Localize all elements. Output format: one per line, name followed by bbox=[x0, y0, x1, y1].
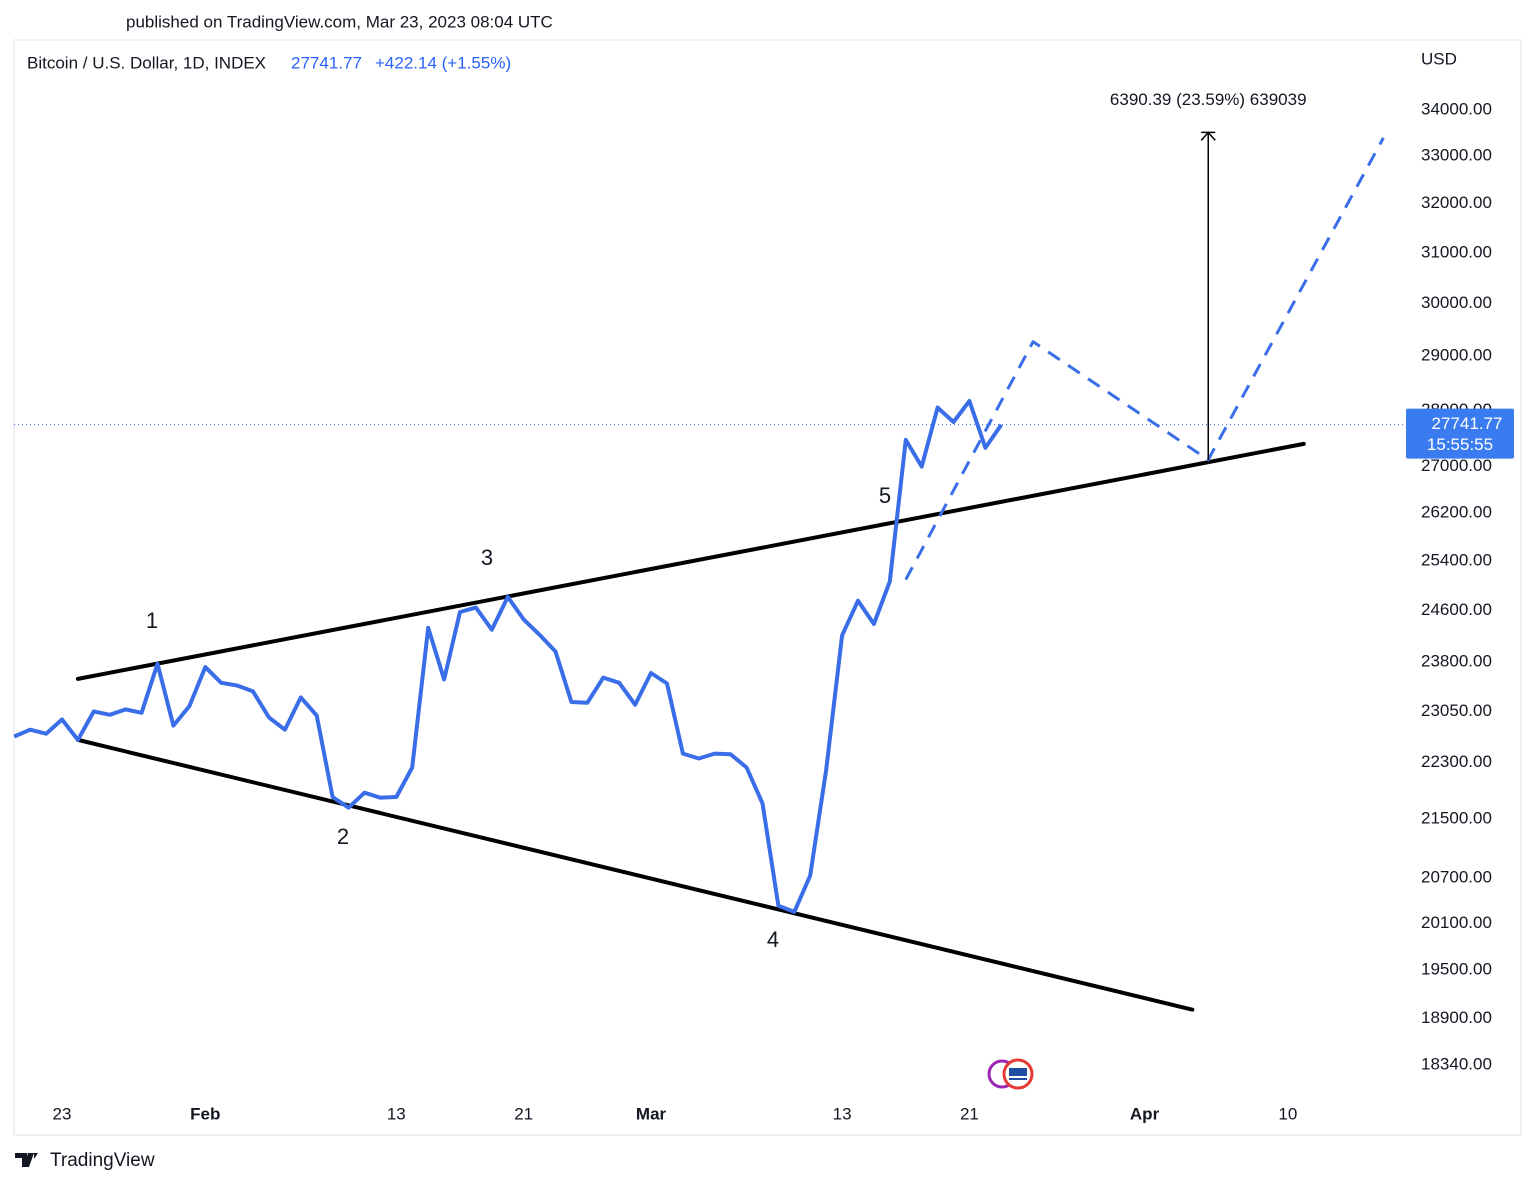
x-tick-label: Mar bbox=[636, 1104, 667, 1123]
x-tick-label: 21 bbox=[960, 1104, 979, 1123]
y-tick-label: 31000.00 bbox=[1421, 242, 1492, 261]
trendline bbox=[75, 441, 1306, 681]
price-line bbox=[13, 399, 1003, 914]
y-tick-label: 33000.00 bbox=[1421, 146, 1492, 165]
measure-arrowhead bbox=[1200, 131, 1216, 141]
price-badge-value: 27741.77 bbox=[1432, 414, 1503, 433]
x-tick-label: 23 bbox=[53, 1104, 72, 1123]
price-badge-countdown: 15:55:55 bbox=[1427, 435, 1493, 454]
brand-logo bbox=[15, 1153, 38, 1167]
y-tick-label: 21500.00 bbox=[1421, 809, 1492, 828]
y-tick-label: 19500.00 bbox=[1421, 960, 1492, 979]
y-tick-label: 34000.00 bbox=[1421, 99, 1492, 118]
y-tick-label: 32000.00 bbox=[1421, 193, 1492, 212]
price-badge bbox=[1406, 408, 1514, 459]
y-tick-label: 22300.00 bbox=[1421, 752, 1492, 771]
event-icons bbox=[987, 1058, 1034, 1090]
wave-label: 1 bbox=[146, 608, 158, 633]
published-note: published on TradingView.com, Mar 23, 20… bbox=[126, 12, 553, 31]
y-tick-label: 23050.00 bbox=[1421, 701, 1492, 720]
symbol-title: Bitcoin / U.S. Dollar, 1D, INDEX bbox=[27, 53, 266, 72]
y-tick-label: 24600.00 bbox=[1421, 600, 1492, 619]
x-tick-label: 21 bbox=[514, 1104, 533, 1123]
price-change: +422.14 (+1.55%) bbox=[375, 53, 511, 72]
y-tick-label: 18340.00 bbox=[1421, 1055, 1492, 1074]
x-tick-label: 13 bbox=[387, 1104, 406, 1123]
y-tick-label: 18900.00 bbox=[1421, 1008, 1492, 1027]
wave-label: 3 bbox=[481, 545, 493, 570]
wave-label: 4 bbox=[767, 927, 779, 952]
x-tick-label: Apr bbox=[1130, 1104, 1160, 1123]
brand-name: TradingView bbox=[50, 1150, 155, 1171]
trendline bbox=[75, 737, 1195, 1012]
currency-label: USD bbox=[1421, 49, 1457, 68]
wave-label: 2 bbox=[337, 824, 349, 849]
x-tick-label: 13 bbox=[833, 1104, 852, 1123]
y-tick-label: 30000.00 bbox=[1421, 293, 1492, 312]
wave-label: 5 bbox=[879, 483, 891, 508]
x-tick-label: Feb bbox=[190, 1104, 220, 1123]
y-tick-label: 25400.00 bbox=[1421, 551, 1492, 570]
measure-label: 6390.39 (23.59%) 639039 bbox=[1110, 90, 1307, 109]
y-tick-label: 20100.00 bbox=[1421, 913, 1492, 932]
x-tick-label: 10 bbox=[1278, 1104, 1297, 1123]
chart-frame bbox=[13, 39, 1522, 1136]
y-tick-label: 23800.00 bbox=[1421, 651, 1492, 670]
last-price: 27741.77 bbox=[291, 53, 362, 72]
y-tick-label: 27000.00 bbox=[1421, 456, 1492, 475]
y-tick-label: 29000.00 bbox=[1421, 346, 1492, 365]
y-tick-label: 20700.00 bbox=[1421, 867, 1492, 886]
y-tick-label: 26200.00 bbox=[1421, 503, 1492, 522]
